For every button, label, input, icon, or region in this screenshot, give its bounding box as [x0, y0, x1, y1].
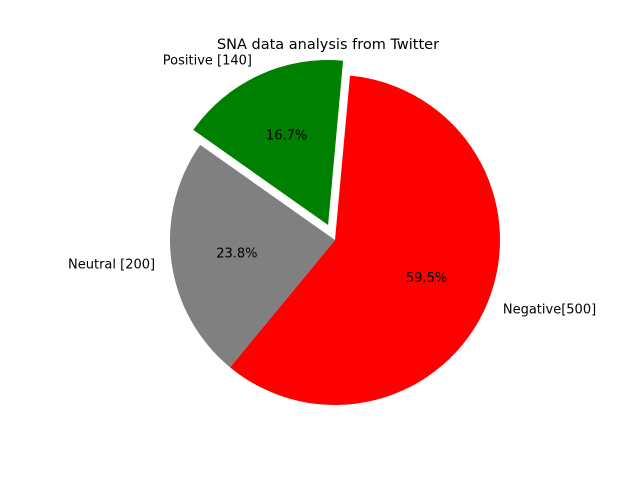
pie-slice-positive	[193, 60, 344, 226]
chart-title: SNA data analysis from Twitter	[217, 37, 439, 53]
slice-label-neutral: Neutral [200]	[68, 258, 155, 273]
pie-labels: 59.5% Negative[500] 16.7% Positive [140] 23.…	[68, 54, 596, 318]
percent-label-negative: 59.5%	[406, 271, 447, 286]
slice-label-positive: Positive [140]	[163, 54, 252, 69]
pie-slices	[169, 60, 500, 405]
slice-label-negative: Negative[500]	[503, 303, 596, 318]
pie-slice-neutral	[169, 144, 335, 368]
percent-label-neutral: 23.8%	[216, 247, 257, 262]
percent-label-positive: 16.7%	[266, 129, 307, 144]
pie-slice-negative	[230, 75, 500, 405]
